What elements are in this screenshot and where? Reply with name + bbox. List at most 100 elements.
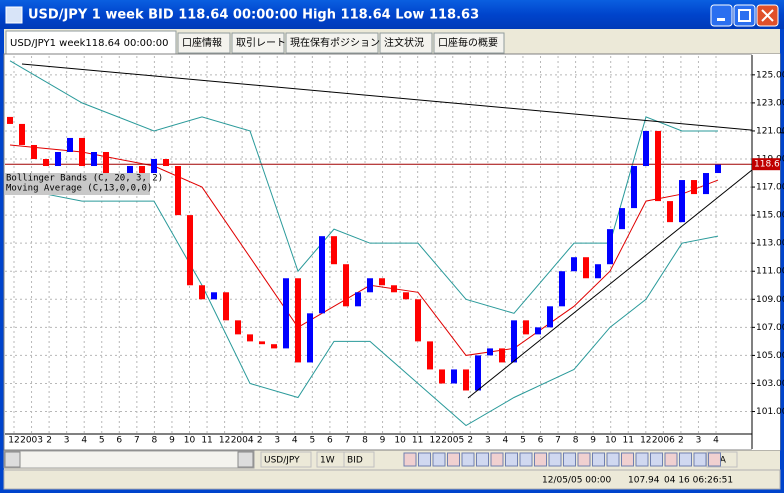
toolbar-button[interactable] — [432, 452, 446, 467]
x-tick-label: 12 — [8, 436, 19, 446]
scroll-left[interactable] — [4, 451, 21, 468]
candle-body — [559, 271, 565, 307]
tab-label: 取引レート — [236, 37, 286, 49]
x-tick-label: 2003 — [20, 436, 43, 446]
y-tick-label: 103.00 — [756, 379, 784, 389]
candle-body — [67, 137, 73, 152]
toolbar-button[interactable] — [635, 452, 649, 467]
tab[interactable] — [285, 32, 379, 54]
maximize-button[interactable] — [733, 4, 756, 27]
toolbar-button[interactable] — [447, 452, 460, 467]
x-tick-label: 8 — [152, 436, 158, 446]
toolbar-button[interactable] — [592, 452, 605, 467]
candle-body — [691, 180, 697, 195]
toolbar-dropdown[interactable] — [260, 451, 312, 468]
y-tick-label: 105.00 — [756, 351, 784, 361]
candle-body — [199, 285, 205, 300]
plot: Bollinger Bands (C, 20, 3, 2)Moving Aver… — [5, 56, 752, 434]
trend-line — [21, 63, 784, 134]
x-tick-label: 7 — [134, 436, 140, 446]
candle-body — [487, 348, 493, 356]
toolbar-dropdown[interactable] — [343, 451, 375, 468]
toolbar-button[interactable] — [534, 452, 547, 467]
toolbar-button[interactable] — [461, 452, 475, 467]
candle-body — [271, 344, 277, 349]
tab[interactable] — [379, 32, 433, 54]
bollinger-lower — [9, 186, 719, 427]
candle-body — [43, 159, 49, 167]
minimize-button[interactable] — [710, 4, 733, 27]
y-tick-label: 101.00 — [756, 407, 784, 417]
candle-body — [499, 348, 505, 363]
scrollbar[interactable] — [3, 450, 255, 469]
current-price-label: 118.6 — [754, 160, 780, 170]
tab[interactable] — [231, 32, 285, 54]
candle-body — [439, 369, 445, 384]
candle-body — [283, 278, 289, 349]
candle-body — [571, 257, 577, 272]
candle-body — [655, 130, 661, 202]
y-tick-label: 113.00 — [756, 239, 784, 249]
status-field: 12/05/05 00:00 — [542, 476, 611, 486]
toolbar-button[interactable] — [708, 452, 721, 467]
candle-body — [403, 292, 409, 300]
candle-body — [331, 236, 337, 265]
status-field: 107.94 — [628, 476, 660, 486]
toolbar-button[interactable] — [606, 452, 620, 467]
toolbar-button[interactable] — [563, 452, 576, 467]
toolbar-button[interactable] — [679, 452, 692, 467]
toolbar-button[interactable] — [476, 452, 489, 467]
toolbar-button[interactable] — [490, 452, 504, 467]
status-fields: 12/05/05 00:00 107.94 04 16 06:26:51 — [542, 476, 733, 486]
candle-body — [523, 320, 529, 335]
tab-label: USD/JPY1 week118.64 00:00:00 — [10, 38, 169, 49]
candle-body — [343, 264, 349, 307]
toolbar-button[interactable] — [548, 452, 562, 467]
toolbar-button[interactable] — [505, 452, 518, 467]
candle-body — [595, 264, 601, 279]
tab[interactable] — [433, 32, 505, 54]
candle-body — [511, 320, 517, 363]
toolbar-button[interactable] — [650, 452, 663, 467]
candle-body — [355, 292, 361, 307]
toolbar-button[interactable] — [519, 452, 533, 467]
title-bar — [0, 0, 784, 29]
x-tick-label: 2006 — [652, 436, 675, 446]
x-tick-label: 12 — [219, 436, 230, 446]
candle-body — [547, 306, 553, 328]
tab-label: 注文状況 — [384, 36, 424, 49]
candle-body — [211, 292, 217, 300]
candle-body — [631, 166, 637, 209]
toolbar-label: 1W — [320, 456, 335, 466]
candle-body — [475, 355, 481, 391]
toolbar-button[interactable] — [418, 452, 431, 467]
x-tick-label: 12 — [640, 436, 651, 446]
candle-body — [607, 229, 613, 265]
candle-body — [7, 116, 13, 124]
tab[interactable] — [177, 32, 231, 54]
candle-body — [703, 173, 709, 195]
toolbar-button[interactable] — [693, 452, 707, 467]
x-tick-label: 7 — [555, 436, 561, 446]
toolbar-button[interactable] — [621, 452, 634, 467]
candle-body — [319, 236, 325, 314]
x-tick-label: 6 — [116, 436, 122, 446]
y-tick-label: 123.00 — [756, 98, 784, 108]
toolbar-button[interactable] — [664, 452, 678, 467]
x-tick-label: 2 — [467, 436, 473, 446]
candle-body — [643, 130, 649, 167]
candle-body — [427, 341, 433, 370]
candle-body — [55, 151, 61, 167]
x-tick-label: 11 — [623, 436, 634, 446]
x-tick-label: 5 — [309, 436, 315, 446]
candle-body — [31, 144, 37, 160]
toolbar-button[interactable] — [577, 452, 591, 467]
candle-body — [91, 151, 97, 167]
x-tick-label: 4 — [713, 436, 719, 446]
bollinger-upper — [9, 60, 718, 314]
candle-body — [307, 313, 313, 363]
toolbar-button[interactable] — [403, 452, 417, 467]
y-tick-label: 125.00 — [756, 70, 784, 80]
candle-body — [151, 159, 157, 174]
scroll-right[interactable] — [237, 451, 254, 468]
